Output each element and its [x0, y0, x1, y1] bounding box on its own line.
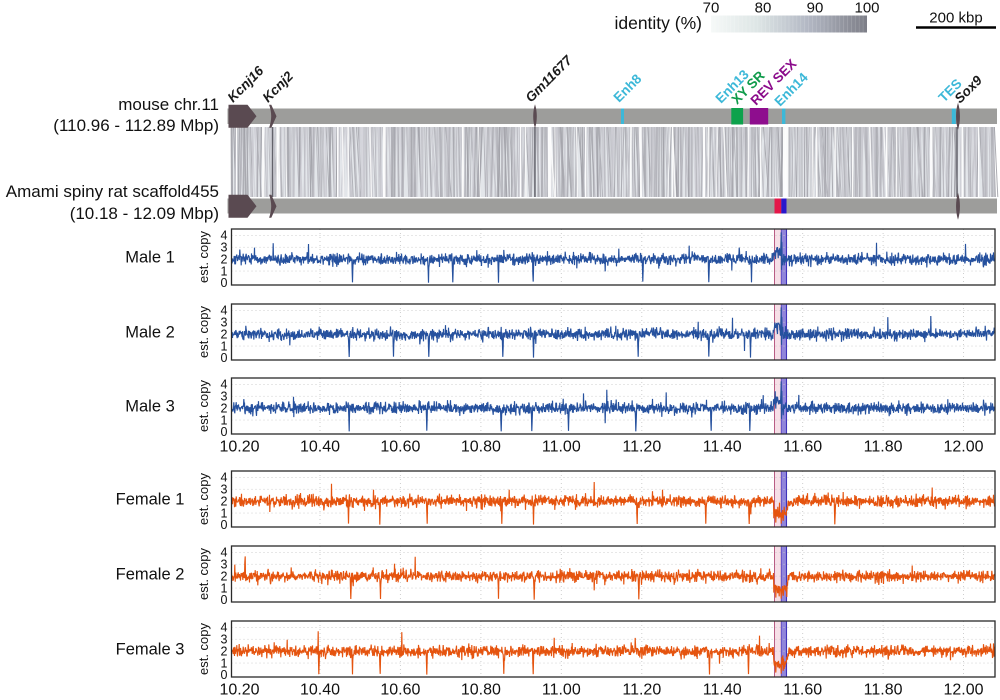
svg-text:80: 80 — [755, 0, 772, 17]
svg-text:11.00: 11.00 — [542, 682, 581, 699]
svg-text:0: 0 — [221, 425, 228, 439]
svg-text:est. copy: est. copy — [196, 622, 211, 675]
svg-text:2: 2 — [221, 252, 228, 266]
svg-text:est. copy: est. copy — [196, 472, 211, 525]
svg-text:mouse chr.11: mouse chr.11 — [118, 95, 219, 114]
svg-text:(110.96 - 112.89 Mbp): (110.96 - 112.89 Mbp) — [53, 116, 219, 135]
svg-text:11.60: 11.60 — [783, 682, 822, 699]
svg-text:Female 2: Female 2 — [116, 566, 185, 584]
svg-text:11.20: 11.20 — [622, 682, 661, 699]
svg-text:Kcnj16: Kcnj16 — [225, 63, 267, 105]
svg-text:200 kbp: 200 kbp — [929, 10, 982, 27]
svg-text:1: 1 — [221, 506, 228, 520]
svg-text:100: 100 — [854, 0, 879, 17]
svg-text:70: 70 — [703, 0, 720, 17]
svg-text:1: 1 — [221, 339, 228, 353]
svg-text:0: 0 — [221, 351, 228, 365]
svg-text:Amami spiny rat scaffold455: Amami spiny rat scaffold455 — [6, 182, 219, 201]
svg-text:11.80: 11.80 — [864, 682, 903, 699]
svg-text:Female 1: Female 1 — [116, 491, 185, 509]
svg-text:10.60: 10.60 — [380, 682, 420, 699]
svg-text:3: 3 — [221, 483, 228, 497]
svg-text:1: 1 — [221, 581, 228, 595]
svg-text:2: 2 — [221, 327, 228, 341]
svg-text:4: 4 — [221, 621, 228, 635]
svg-text:11.80: 11.80 — [864, 439, 903, 456]
svg-text:10.20: 10.20 — [219, 682, 259, 699]
svg-text:3: 3 — [221, 316, 228, 330]
svg-text:Enh8: Enh8 — [611, 71, 645, 105]
svg-text:Sox9: Sox9 — [952, 72, 986, 106]
svg-text:4: 4 — [221, 378, 228, 392]
svg-text:identity (%): identity (%) — [614, 13, 702, 33]
svg-text:4: 4 — [221, 471, 228, 485]
svg-text:2: 2 — [221, 644, 228, 658]
svg-text:Female 3: Female 3 — [116, 641, 185, 659]
svg-text:10.80: 10.80 — [461, 439, 501, 456]
svg-text:10.20: 10.20 — [219, 439, 259, 456]
svg-text:(10.18 - 12.09 Mbp): (10.18 - 12.09 Mbp) — [70, 204, 219, 223]
svg-text:3: 3 — [221, 241, 228, 255]
svg-text:11.60: 11.60 — [783, 439, 822, 456]
svg-text:2: 2 — [221, 401, 228, 415]
svg-text:12.00: 12.00 — [943, 682, 983, 699]
svg-text:4: 4 — [221, 229, 228, 243]
svg-text:1: 1 — [221, 413, 228, 427]
svg-text:2: 2 — [221, 494, 228, 508]
svg-text:est. copy: est. copy — [196, 230, 211, 283]
svg-text:2: 2 — [221, 569, 228, 583]
svg-text:est. copy: est. copy — [196, 547, 211, 600]
svg-text:3: 3 — [221, 558, 228, 572]
svg-text:3: 3 — [221, 633, 228, 647]
svg-text:Male 3: Male 3 — [125, 398, 175, 416]
svg-text:11.40: 11.40 — [703, 439, 742, 456]
svg-text:11.00: 11.00 — [542, 439, 581, 456]
svg-text:1: 1 — [221, 264, 228, 278]
svg-text:4: 4 — [221, 546, 228, 560]
svg-text:Male 1: Male 1 — [125, 249, 175, 267]
svg-text:10.80: 10.80 — [461, 682, 501, 699]
svg-text:0: 0 — [221, 518, 228, 532]
svg-text:Gm11677: Gm11677 — [523, 52, 576, 105]
svg-text:Male 2: Male 2 — [125, 324, 175, 342]
svg-text:10.60: 10.60 — [380, 439, 420, 456]
svg-text:11.20: 11.20 — [622, 439, 661, 456]
svg-text:90: 90 — [807, 0, 824, 17]
svg-text:3: 3 — [221, 390, 228, 404]
svg-text:0: 0 — [221, 668, 228, 682]
svg-text:4: 4 — [221, 304, 228, 318]
svg-text:est. copy: est. copy — [196, 379, 211, 432]
svg-text:1: 1 — [221, 656, 228, 670]
svg-text:12.00: 12.00 — [943, 439, 983, 456]
svg-text:0: 0 — [221, 276, 228, 290]
svg-text:0: 0 — [221, 593, 228, 607]
svg-text:10.40: 10.40 — [300, 682, 340, 699]
svg-text:est. copy: est. copy — [196, 305, 211, 358]
svg-text:10.40: 10.40 — [300, 439, 340, 456]
svg-text:11.40: 11.40 — [703, 682, 742, 699]
